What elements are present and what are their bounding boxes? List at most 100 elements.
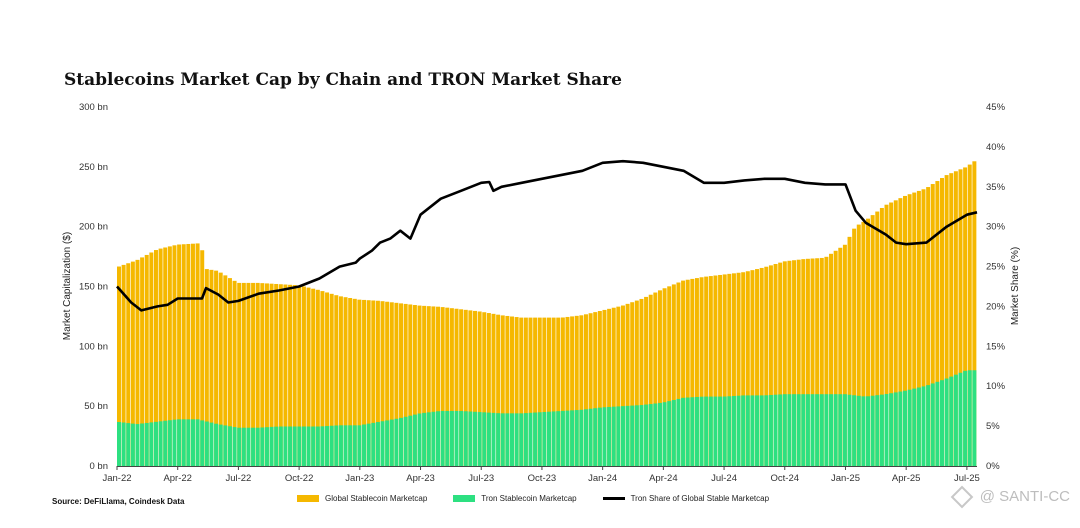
global-bar [357, 299, 362, 466]
global-bar [431, 306, 436, 466]
global-bar [801, 259, 806, 466]
global-bar [736, 272, 741, 466]
tron-bar [583, 409, 588, 466]
tron-bar [778, 394, 783, 466]
tron-bar [227, 426, 232, 466]
tron-bar [181, 419, 186, 466]
x-tick-label: Oct-23 [528, 473, 557, 484]
tron-bar [602, 407, 607, 466]
tron-bar [117, 422, 121, 466]
global-bar [676, 282, 681, 466]
global-bar [214, 270, 219, 466]
tron-bar [768, 395, 773, 466]
global-bar [149, 252, 154, 466]
tron-bar [639, 405, 644, 466]
tron-bar [648, 404, 653, 466]
tron-bar [579, 409, 584, 466]
x-tick-label: Apr-24 [649, 473, 678, 484]
tron-bar [315, 426, 320, 466]
tron-bar [232, 427, 237, 466]
global-bar [810, 258, 815, 466]
tron-bar [126, 423, 131, 466]
tron-bar [741, 395, 746, 466]
tron-bar [565, 410, 570, 466]
global-bar [838, 247, 843, 466]
global-bar [972, 161, 977, 467]
tron-bar [949, 376, 954, 466]
tron-bar [334, 425, 339, 466]
tron-bar [898, 391, 903, 466]
legend-label-share: Tron Share of Global Stable Marketcap [630, 494, 770, 503]
global-bar [667, 286, 672, 466]
tron-bar [422, 412, 427, 466]
tron-bar [500, 413, 505, 466]
global-bar [468, 310, 473, 466]
global-bar [625, 303, 630, 466]
global-bar [593, 312, 598, 466]
global-bar [764, 266, 769, 466]
tron-bar [473, 411, 477, 466]
global-bar [819, 257, 824, 466]
global-bar [570, 316, 575, 466]
tron-bar [348, 425, 353, 466]
global-bar [620, 305, 625, 466]
global-bar [690, 278, 695, 466]
tron-bar [556, 411, 561, 466]
tron-bar [195, 419, 200, 466]
tron-bar [718, 396, 723, 466]
y-axis-label-left: Market Capitalization ($) [62, 232, 73, 340]
tron-bar [824, 394, 829, 466]
global-bar [731, 273, 736, 466]
x-tick-label: Apr-25 [892, 473, 921, 484]
tron-bar [560, 410, 565, 466]
x-tick-label: Apr-22 [163, 473, 192, 484]
tron-bar [533, 412, 538, 466]
global-bar [944, 175, 949, 466]
global-bar [907, 194, 912, 466]
global-bar [440, 307, 445, 466]
global-bar [227, 278, 232, 466]
global-bar [782, 261, 787, 466]
tron-bar [209, 422, 214, 466]
global-bar [158, 248, 163, 466]
tron-bar [676, 398, 681, 466]
global-bar [903, 195, 907, 466]
tron-bar [380, 421, 385, 466]
y-tick-right: 20% [986, 301, 1006, 312]
global-bar [542, 317, 547, 466]
global-bar [912, 192, 917, 466]
tron-bar [634, 405, 639, 466]
global-bar [283, 284, 288, 466]
global-bar [875, 211, 880, 466]
global-bar [288, 284, 293, 466]
tron-bar [177, 419, 182, 466]
tron-bar [588, 408, 593, 466]
tron-bar [237, 427, 242, 466]
y-tick-right: 45% [986, 102, 1006, 113]
global-bar [195, 243, 200, 466]
global-bar [967, 164, 972, 466]
global-bar [528, 317, 533, 466]
tron-bar [912, 388, 917, 466]
tron-bar [436, 411, 441, 466]
tron-bar [745, 395, 750, 466]
tron-bar [301, 426, 306, 466]
right-axis: 0% 5% 10% 15% 20% 25% 30% 35% 40% 45% [986, 102, 1006, 472]
tron-bar [958, 372, 963, 466]
global-bar [940, 178, 944, 466]
tron-bar [204, 421, 209, 466]
tron-bar [727, 396, 732, 466]
global-bar [644, 296, 649, 466]
global-bar [681, 280, 686, 466]
tron-bar [903, 390, 907, 466]
global-bar [412, 305, 417, 466]
global-bar [241, 282, 246, 466]
tron-bar [468, 411, 473, 466]
tron-bar [190, 419, 195, 466]
tron-bar [491, 412, 496, 466]
global-bar [422, 305, 427, 466]
global-bar [519, 317, 524, 466]
y-tick-left: 200 bn [79, 222, 108, 233]
global-bar [856, 224, 861, 466]
global-bar [204, 269, 209, 466]
